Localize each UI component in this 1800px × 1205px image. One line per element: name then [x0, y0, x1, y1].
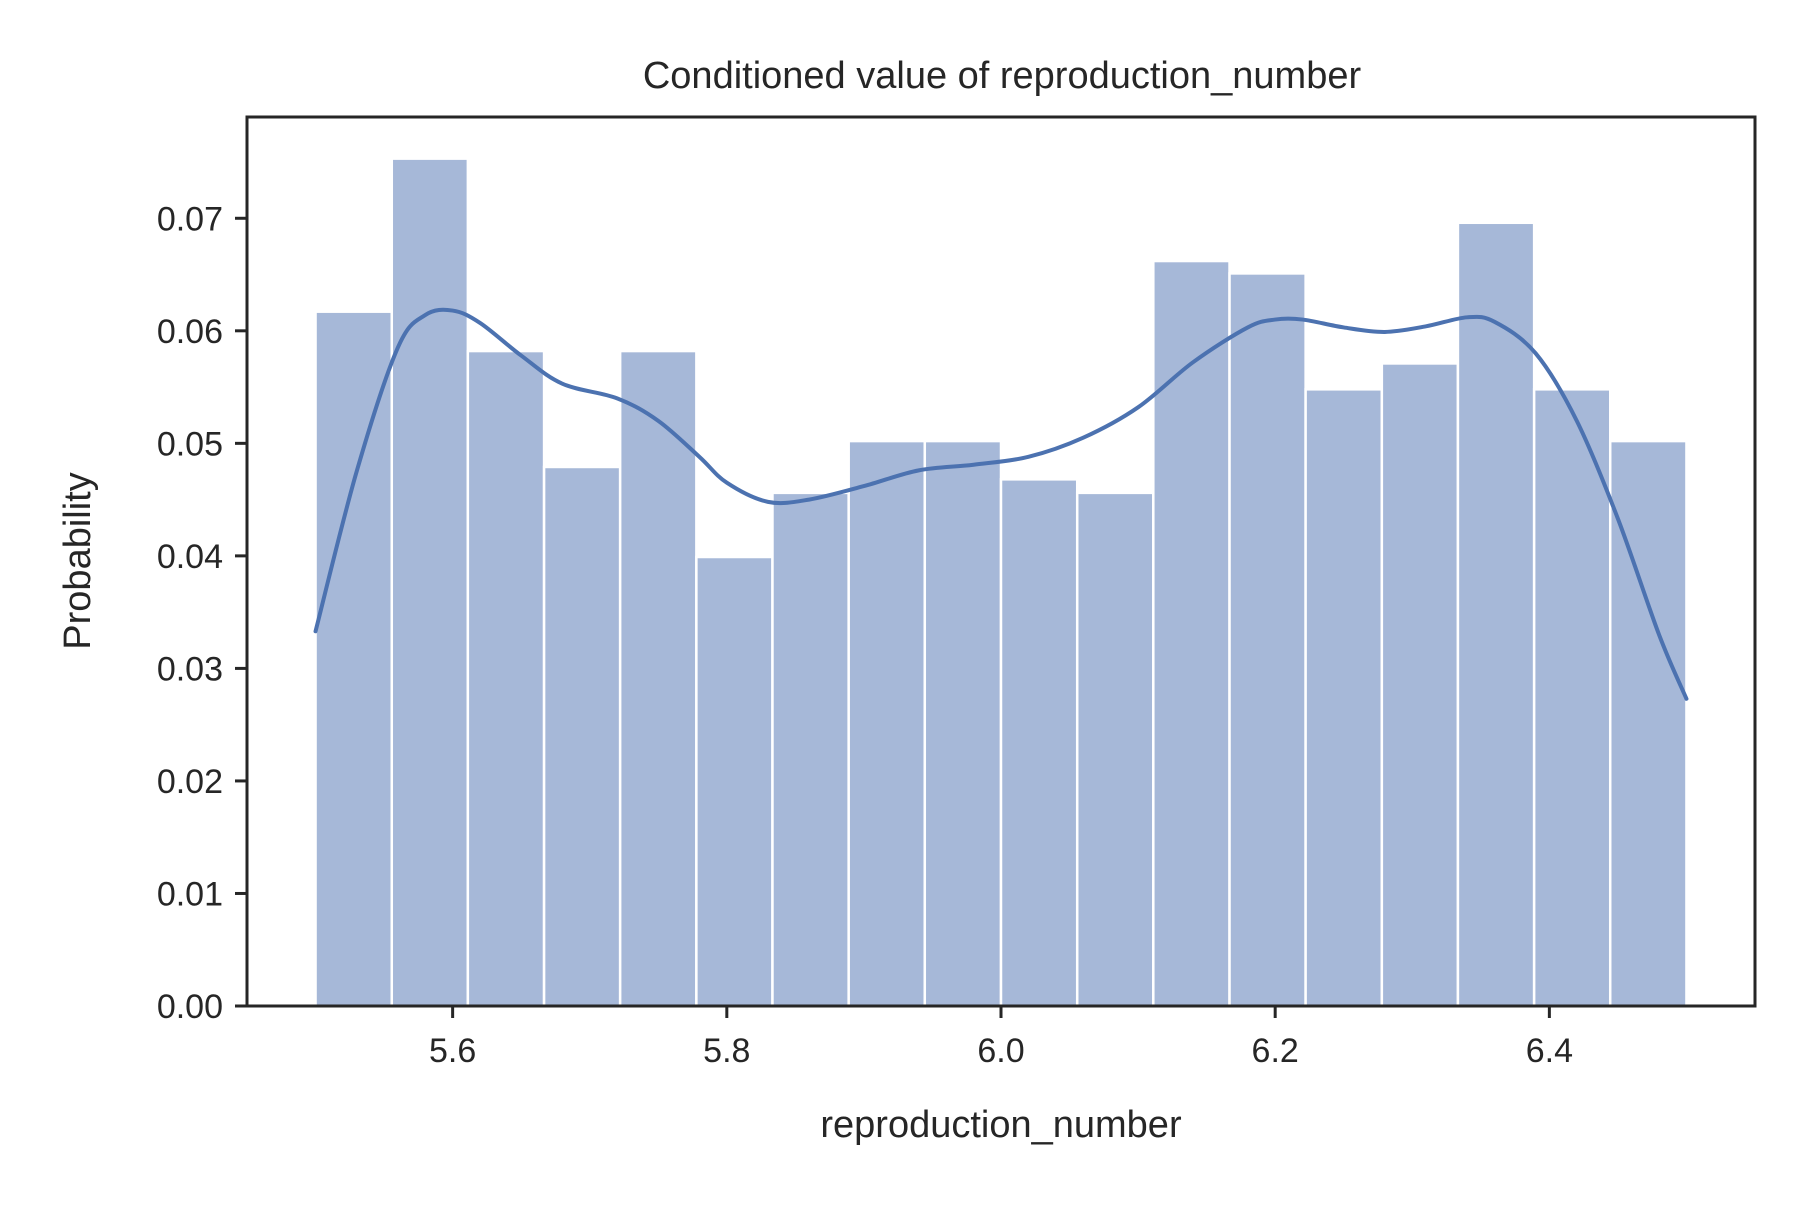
kde-line	[313, 307, 1689, 701]
histogram-bar-3	[466, 349, 546, 1008]
y-axis-label: Probability	[57, 472, 99, 649]
x-axis-ticks: 5.6 5.8 6.0 6.2 6.4	[429, 1006, 1573, 1070]
histogram-bar-15	[1380, 362, 1460, 1008]
histogram-bar-11	[1075, 491, 1155, 1008]
y-tick-label: 0.02	[157, 763, 223, 801]
histogram-bar-10	[999, 478, 1079, 1008]
histogram-bar-16	[1456, 221, 1536, 1008]
chart-title: Conditioned value of reproduction_number	[643, 55, 1362, 97]
histogram-bar-17	[1532, 388, 1612, 1008]
histogram-bar-9	[923, 439, 1003, 1008]
histogram-bar-2	[390, 157, 470, 1008]
histogram-bar-7	[771, 491, 850, 1008]
x-tick-label: 6.2	[1252, 1032, 1299, 1070]
histogram-bar-12	[1152, 259, 1231, 1008]
histogram-bar-13	[1228, 272, 1307, 1008]
y-tick-label: 0.05	[157, 425, 223, 463]
x-tick-label: 6.0	[977, 1032, 1024, 1070]
histogram-bar-8	[847, 439, 927, 1008]
y-tick-label: 0.00	[157, 988, 223, 1026]
histogram-bar-14	[1304, 388, 1384, 1008]
y-tick-label: 0.04	[157, 538, 223, 576]
x-tick-label: 6.4	[1526, 1032, 1573, 1070]
histogram-bar-1	[314, 310, 394, 1008]
histogram-bar-5	[618, 349, 698, 1008]
y-tick-label: 0.03	[157, 650, 223, 688]
histogram-bars	[314, 157, 1688, 1008]
histogram-bar-6	[695, 555, 774, 1008]
y-tick-label: 0.01	[157, 875, 223, 913]
x-tick-label: 5.8	[703, 1032, 750, 1070]
y-tick-label: 0.07	[157, 200, 223, 238]
y-axis-ticks: 0.00 0.01 0.02 0.03 0.04 0.05 0.06 0.07	[157, 200, 247, 1026]
x-axis-label: reproduction_number	[820, 1104, 1182, 1146]
y-tick-label: 0.06	[157, 313, 223, 351]
histogram-bar-4	[542, 465, 622, 1008]
x-tick-label: 5.6	[429, 1032, 476, 1070]
kde-line-group	[313, 307, 1689, 701]
